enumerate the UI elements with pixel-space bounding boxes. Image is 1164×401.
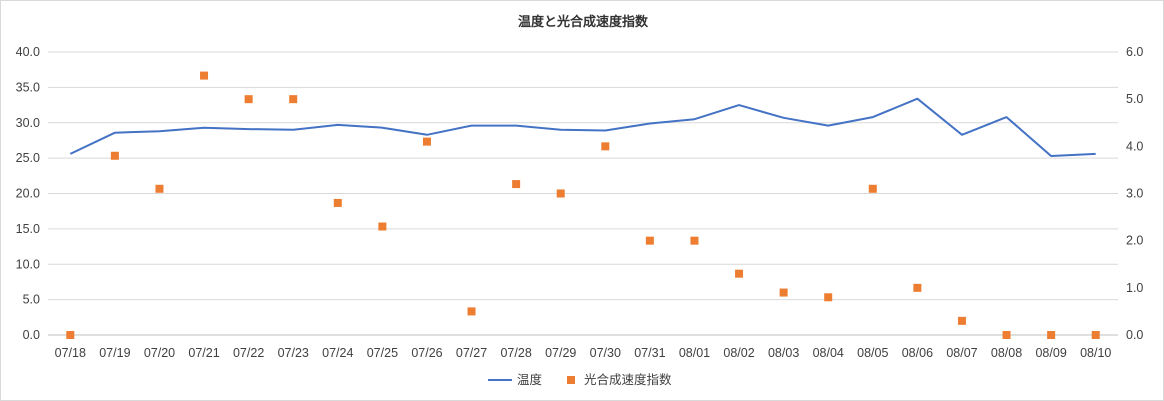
x-tick-label: 08/10	[1080, 346, 1111, 360]
y-right-tick-label: 0.0	[1126, 328, 1143, 342]
x-tick-label: 08/08	[991, 346, 1022, 360]
x-tick-label: 08/04	[813, 346, 844, 360]
y-left-tick-label: 40.0	[16, 45, 40, 59]
y-left-tick-label: 30.0	[16, 116, 40, 130]
photosynthesis-marker	[779, 288, 788, 297]
x-tick-label: 07/22	[233, 346, 264, 360]
x-tick-label: 08/01	[679, 346, 710, 360]
temperature-line	[69, 97, 1096, 157]
photosynthesis-marker	[601, 142, 610, 151]
y-left-tick-label: 20.0	[16, 187, 40, 201]
photosynthesis-marker	[645, 236, 654, 245]
photosynthesis-marker	[512, 180, 521, 189]
photosynthesis-marker	[690, 236, 699, 245]
x-tick-label: 07/27	[456, 346, 487, 360]
photosynthesis-marker	[422, 137, 431, 146]
photosynthesis-marker	[957, 316, 966, 325]
x-tick-label: 07/20	[144, 346, 175, 360]
x-tick-label: 07/28	[500, 346, 531, 360]
legend-marker-swatch	[567, 376, 575, 384]
y-right-tick-label: 2.0	[1126, 234, 1143, 248]
photosynthesis-marker	[735, 269, 744, 278]
photosynthesis-marker	[333, 198, 342, 207]
y-left-tick-label: 0.0	[23, 328, 40, 342]
series-temperature	[69, 97, 1096, 157]
gridlines	[48, 51, 1118, 336]
photosynthesis-marker	[244, 95, 253, 104]
photosynthesis-marker	[378, 222, 387, 231]
x-tick-label: 08/07	[946, 346, 977, 360]
legend: 温度 光合成速度指数	[488, 372, 672, 387]
x-axis: 07/18 07/19 07/20 07/21 07/22 07/23 07/24 07/25…	[55, 346, 1112, 360]
photosynthesis-marker	[868, 184, 877, 193]
x-tick-label: 08/06	[902, 346, 933, 360]
x-tick-label: 07/18	[55, 346, 86, 360]
x-tick-label: 07/24	[322, 346, 353, 360]
x-tick-label: 07/26	[411, 346, 442, 360]
y-axis-right: 0.0 1.0 2.0 3.0 4.0 5.0 6.0	[1126, 45, 1143, 342]
x-tick-label: 07/30	[590, 346, 621, 360]
photosynthesis-marker	[824, 293, 833, 302]
y-right-tick-label: 1.0	[1126, 281, 1143, 295]
y-left-tick-label: 5.0	[23, 293, 40, 307]
photosynthesis-marker	[467, 307, 476, 316]
x-tick-label: 07/23	[278, 346, 309, 360]
x-tick-label: 08/05	[857, 346, 888, 360]
x-tick-label: 07/25	[367, 346, 398, 360]
photosynthesis-marker	[913, 283, 922, 292]
photosynthesis-marker	[556, 189, 565, 198]
photosynthesis-marker	[1002, 331, 1011, 339]
y-right-tick-label: 5.0	[1126, 92, 1143, 106]
photosynthesis-marker	[155, 184, 164, 193]
y-left-tick-label: 10.0	[16, 257, 40, 271]
photosynthesis-marker	[1091, 331, 1100, 339]
y-left-tick-label: 35.0	[16, 80, 40, 94]
x-tick-label: 08/09	[1035, 346, 1066, 360]
chart-title: 温度と光合成速度指数	[518, 14, 649, 30]
legend-label-temperature: 温度	[517, 372, 543, 387]
x-tick-label: 07/19	[99, 346, 130, 360]
legend-label-photosynthesis: 光合成速度指数	[584, 372, 672, 387]
y-left-tick-label: 25.0	[16, 151, 40, 165]
y-right-tick-label: 3.0	[1126, 187, 1143, 201]
x-tick-label: 07/31	[634, 346, 665, 360]
x-tick-label: 07/29	[545, 346, 576, 360]
y-axis-left: 0.0 5.0 10.0 15.0 20.0 25.0 30.0 35.0 40.0	[16, 45, 40, 342]
y-left-tick-label: 15.0	[16, 222, 40, 236]
y-right-tick-label: 6.0	[1126, 45, 1143, 59]
photosynthesis-marker	[1047, 331, 1056, 339]
photosynthesis-marker	[289, 95, 298, 104]
x-tick-label: 07/21	[188, 346, 219, 360]
photosynthesis-marker	[110, 151, 119, 160]
series-photosynthesis	[66, 71, 1100, 339]
y-right-tick-label: 4.0	[1126, 139, 1143, 153]
photosynthesis-marker	[200, 71, 209, 80]
photosynthesis-marker	[66, 331, 75, 339]
x-tick-label: 08/02	[723, 346, 754, 360]
x-tick-label: 08/03	[768, 346, 799, 360]
